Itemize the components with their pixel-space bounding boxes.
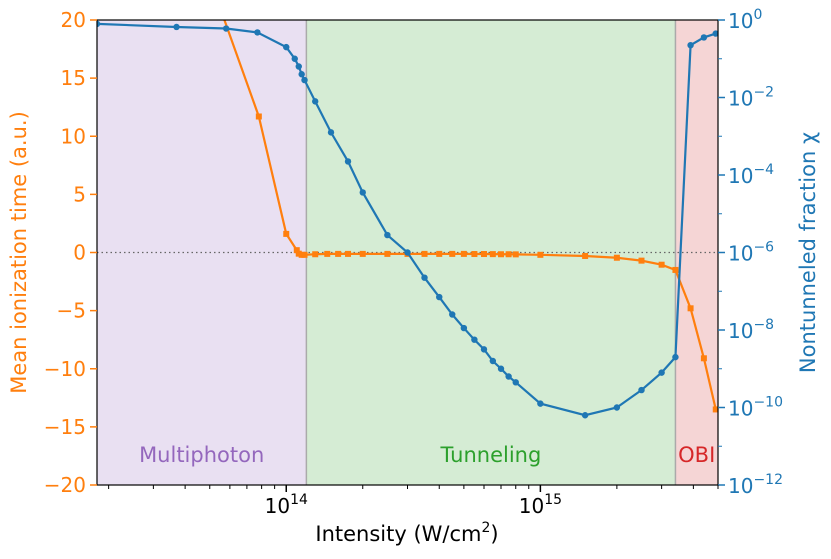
ionization-time-point: [471, 251, 478, 258]
ionization-time-point: [301, 251, 308, 258]
left-tick-label: −5: [57, 299, 86, 323]
nontunneled-fraction-point: [359, 189, 366, 196]
nontunneled-fraction-point: [222, 25, 230, 32]
left-tick-label: −20: [44, 473, 86, 497]
ionization-time-point: [460, 250, 467, 257]
left-tick-label: −15: [44, 415, 86, 439]
ionization-time-point: [700, 355, 707, 362]
region-label-obi: OBI: [678, 443, 715, 467]
nontunneled-fraction-point: [471, 336, 478, 343]
left-tick-label: 20: [61, 8, 86, 32]
ionization-time-point: [436, 250, 443, 257]
nontunneled-fraction-point: [505, 373, 512, 380]
nontunneled-fraction-point: [173, 23, 180, 31]
right-tick-label: 10−10: [728, 395, 783, 421]
nontunneled-fraction-point: [298, 71, 305, 78]
ionization-time-point: [255, 113, 262, 120]
x-axis-label: Intensity (W/cm2): [315, 520, 498, 546]
ionization-time-point: [345, 250, 352, 257]
right-tick-label: 10−2: [728, 85, 774, 111]
right-tick-label: 10−4: [728, 162, 774, 188]
nontunneled-fraction-point: [687, 41, 694, 49]
nontunneled-fraction-point: [712, 30, 718, 37]
left-tick-label: −10: [44, 357, 86, 381]
nontunneled-fraction-point: [613, 404, 621, 411]
nontunneled-fraction-point: [291, 55, 298, 62]
nontunneled-fraction-point: [449, 311, 456, 318]
nontunneled-fraction-point: [344, 158, 352, 165]
nontunneled-fraction-point: [312, 98, 319, 105]
series-layer: [97, 5, 718, 419]
ionization-time-point: [293, 247, 300, 254]
nontunneled-fraction-point: [460, 324, 468, 332]
nontunneled-fraction-point: [254, 29, 261, 36]
ionization-time-point: [658, 261, 665, 268]
region-label-multiphoton: Multiphoton: [139, 443, 264, 467]
nontunneled-fraction-point: [421, 274, 428, 281]
left-y-axis: 20 15 10 5 0 −5 −10 −15 −20: [44, 8, 97, 497]
left-tick-label: 0: [73, 241, 86, 265]
nontunneled-fraction-point: [658, 369, 665, 376]
ionization-time-point: [498, 251, 505, 258]
ionization-time-point: [505, 251, 512, 258]
nontunneled-fraction-point: [512, 379, 519, 386]
x-tick-label: 1015: [519, 492, 562, 518]
left-tick-label: 15: [61, 66, 86, 90]
nontunneled-fraction-point: [295, 63, 302, 70]
ionization-time-point: [335, 250, 342, 257]
nontunneled-fraction-point: [436, 293, 443, 301]
x-tick-label: 1014: [265, 492, 308, 518]
ionization-time-point: [489, 251, 496, 258]
left-y-axis-label: Mean ionization time (a.u.): [7, 111, 31, 394]
nontunneled-fraction-point: [97, 20, 101, 28]
nontunneled-fraction-point: [638, 386, 645, 394]
ionization-time-point: [687, 305, 694, 312]
ionization-time-point: [712, 406, 718, 413]
ionization-time-point: [217, 5, 223, 11]
ionization-time-point: [582, 252, 589, 259]
x-axis: 1014 1015: [108, 485, 719, 518]
nontunneled-fraction-point: [283, 43, 290, 51]
nontunneled-fraction-point: [489, 357, 497, 365]
left-tick-label: 10: [61, 124, 86, 148]
ionization-time-point: [384, 250, 391, 257]
left-tick-label: 5: [73, 182, 86, 206]
region-labels: Multiphoton Tunneling OBI: [139, 443, 715, 467]
ionization-time-point: [283, 230, 290, 237]
ionization-time-point: [359, 250, 366, 257]
right-y-axis: 100 10−2 10−4 10−6 10−8 10−10 10−12: [718, 7, 783, 498]
right-tick-label: 10−6: [728, 240, 774, 266]
right-tick-label: 10−12: [728, 472, 783, 498]
ionization-time-point: [672, 266, 679, 273]
nontunneled-fraction-point: [404, 249, 411, 256]
ionization-time-point: [480, 251, 487, 258]
ionization-time-point: [421, 250, 428, 257]
ionization-time-point: [638, 257, 645, 264]
nontunneled-fraction-point: [327, 129, 335, 136]
right-y-axis-label: Nontunneled fraction χ: [796, 132, 820, 373]
nontunneled-fraction-line: [97, 22, 717, 417]
region-label-tunneling: Tunneling: [440, 443, 542, 467]
right-tick-label: 10−8: [728, 317, 774, 343]
nontunneled-fraction-point: [700, 34, 708, 41]
ionization-time-point: [324, 250, 331, 257]
nontunneled-fraction-point: [672, 353, 679, 361]
nontunneled-fraction-point: [301, 76, 308, 84]
ionization-time-point: [449, 250, 456, 257]
nontunneled-fraction-point: [537, 400, 544, 407]
nontunneled-fraction-point: [497, 365, 505, 372]
nontunneled-fraction-point: [384, 231, 391, 239]
ionization-time-point: [512, 251, 519, 258]
right-tick-label: 100: [728, 7, 762, 33]
nontunneled-fraction-point: [581, 412, 589, 419]
ionization-time-point: [537, 251, 544, 258]
ionization-time-point: [312, 251, 319, 258]
ionization-time-point: [613, 254, 620, 261]
nontunneled-fraction-point: [480, 346, 488, 353]
